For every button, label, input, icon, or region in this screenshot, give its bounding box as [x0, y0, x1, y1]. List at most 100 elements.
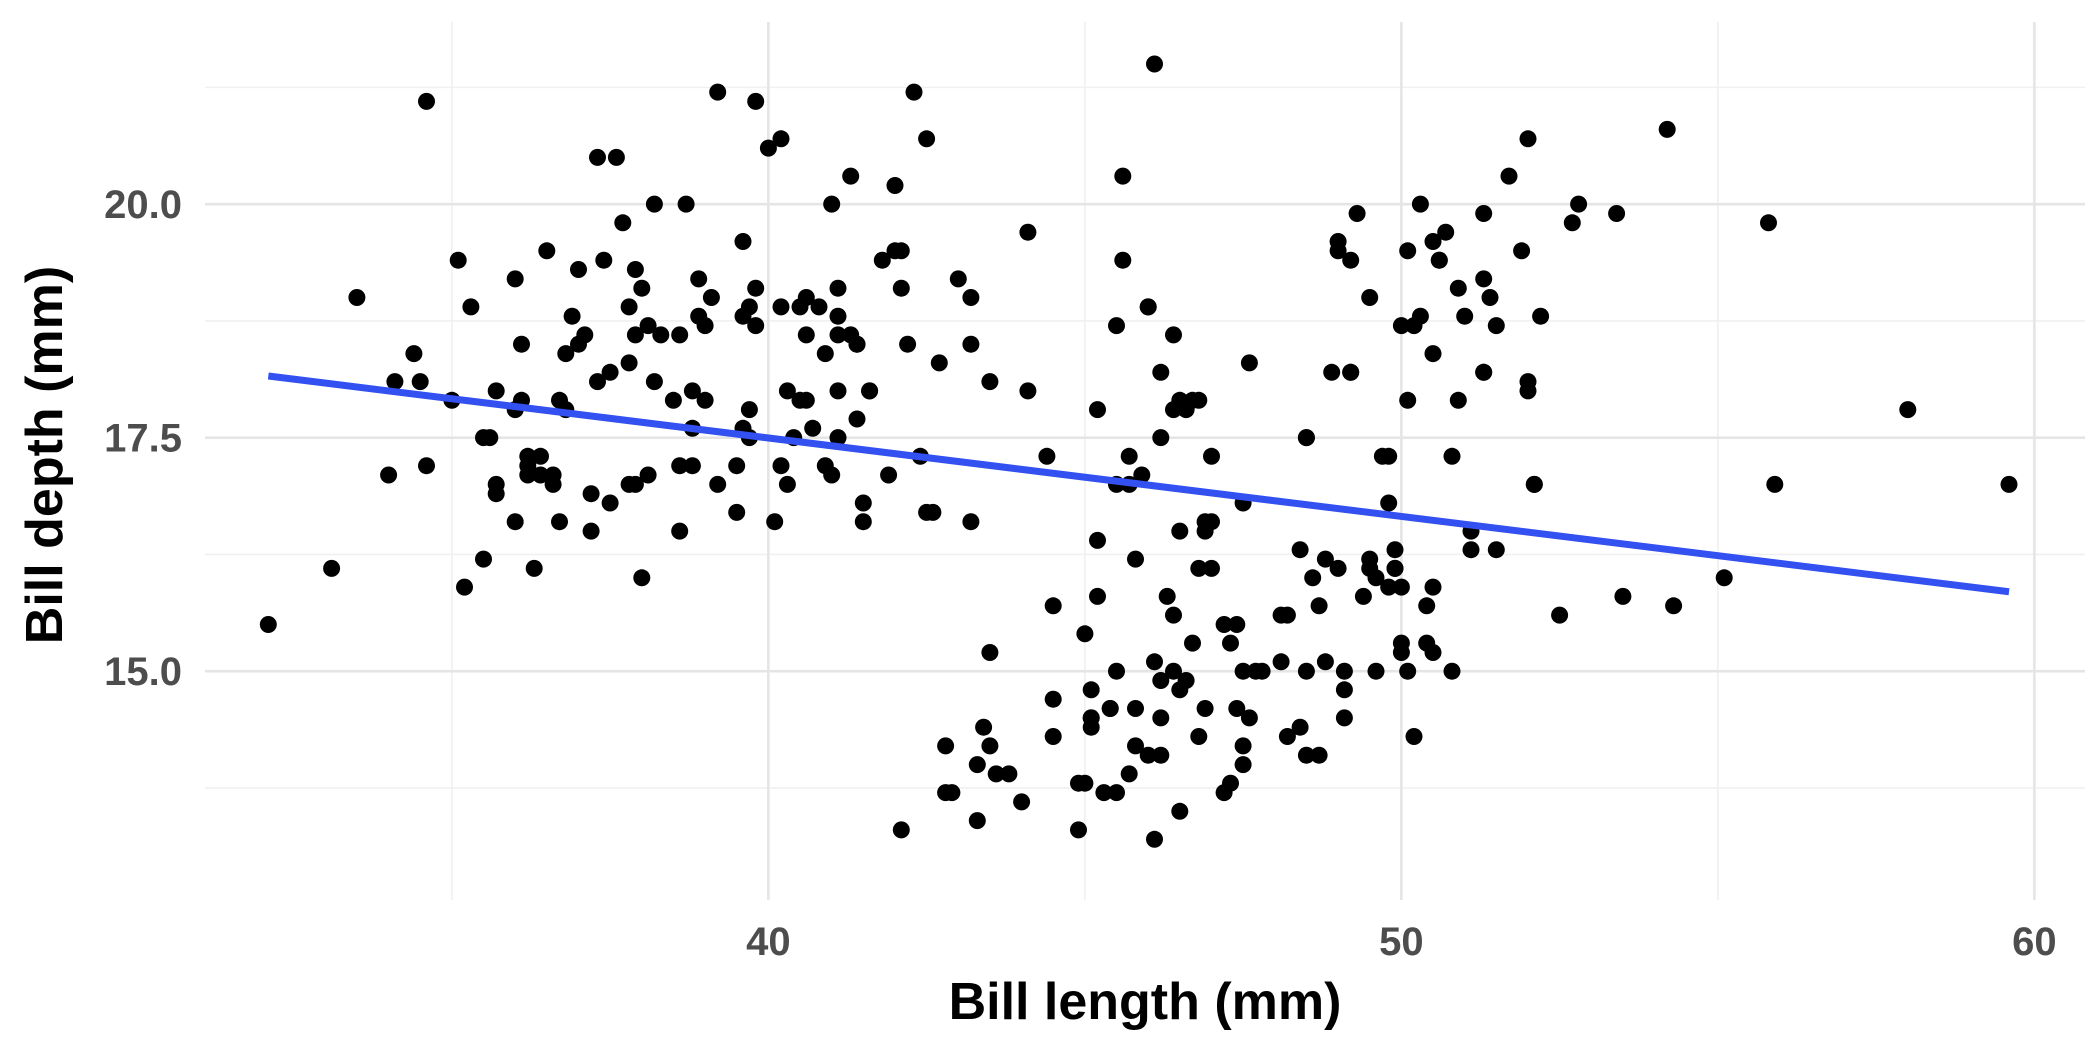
data-point: [1297, 746, 1315, 764]
data-point: [418, 92, 435, 110]
x-tick-label: 60: [2012, 920, 2057, 964]
data-point: [1165, 662, 1182, 680]
data-point: [1108, 317, 1125, 335]
data-point: [848, 335, 866, 353]
data-point: [1272, 653, 1290, 671]
data-point: [968, 812, 986, 830]
data-point: [323, 559, 341, 577]
data-point: [1089, 587, 1106, 605]
data-point: [772, 457, 790, 475]
data-point: [671, 326, 689, 344]
data-point: [1411, 307, 1429, 325]
data-point: [380, 466, 398, 484]
data-point: [1228, 616, 1246, 633]
data-point: [924, 503, 942, 521]
data-point: [1291, 718, 1309, 736]
data-point: [626, 261, 644, 278]
data-point: [1234, 662, 1252, 680]
data-point: [607, 148, 625, 166]
data-point: [740, 298, 758, 316]
y-tick-label: 20.0: [104, 183, 182, 227]
data-point: [1165, 401, 1182, 419]
data-point: [1361, 559, 1379, 577]
data-point: [1114, 251, 1132, 269]
data-point: [519, 447, 537, 465]
data-point: [1411, 195, 1429, 213]
data-point: [1146, 653, 1163, 671]
data-point: [601, 494, 619, 512]
data-point: [1532, 307, 1550, 325]
data-point: [595, 251, 613, 269]
data-point: [962, 289, 980, 306]
data-point: [1108, 662, 1125, 680]
data-point: [1329, 233, 1347, 250]
data-point: [709, 475, 727, 493]
data-point: [1367, 662, 1385, 680]
trend-line: [267, 372, 2010, 596]
data-point: [1120, 765, 1138, 783]
data-point: [1766, 475, 1784, 493]
data-point: [1430, 251, 1448, 269]
data-point: [1139, 298, 1157, 316]
data-point: [1070, 774, 1087, 792]
x-axis-title: Bill length (mm): [949, 973, 1342, 1031]
data-point: [1399, 662, 1417, 680]
data-point: [905, 83, 923, 101]
data-point: [1525, 475, 1543, 493]
data-point: [348, 289, 366, 306]
data-point: [930, 354, 948, 372]
data-point: [1082, 718, 1100, 736]
data-point: [1127, 550, 1144, 568]
data-point: [1443, 447, 1461, 465]
data-point: [1019, 382, 1037, 400]
data-point: [854, 494, 872, 512]
data-point: [943, 784, 961, 802]
data-point: [1044, 597, 1062, 615]
data-point: [829, 429, 847, 447]
data-point: [975, 718, 993, 736]
data-point: [1760, 214, 1777, 232]
data-point: [1380, 447, 1398, 465]
y-tick-label: 15.0: [104, 650, 182, 694]
data-point: [981, 373, 999, 391]
data-point: [1519, 382, 1537, 400]
data-point: [1399, 391, 1417, 409]
data-point: [1152, 709, 1170, 727]
data-point: [690, 307, 708, 325]
data-point: [1424, 233, 1442, 250]
data-point: [538, 242, 556, 260]
data-point: [1329, 559, 1347, 577]
data-point: [671, 457, 689, 475]
data-point: [1361, 289, 1379, 306]
data-point: [747, 279, 765, 297]
data-point: [1222, 774, 1239, 792]
data-point: [1392, 317, 1410, 335]
data-point: [506, 270, 524, 288]
data-point: [1247, 662, 1265, 680]
data-point: [1171, 522, 1189, 540]
data-point: [589, 373, 606, 391]
data-point: [816, 345, 834, 363]
data-point: [823, 195, 841, 213]
data-point: [797, 289, 815, 306]
data-point: [1386, 541, 1404, 559]
data-point: [1038, 447, 1056, 465]
data-point: [1152, 672, 1170, 689]
data-point: [1139, 746, 1157, 764]
data-point: [1278, 728, 1296, 745]
data-point: [778, 382, 796, 400]
data-point: [1563, 214, 1581, 232]
data-point: [1519, 130, 1537, 148]
data-point: [1658, 120, 1676, 138]
data-point: [1146, 55, 1163, 73]
data-point: [937, 737, 955, 755]
data-point: [1177, 401, 1195, 419]
data-point: [1392, 578, 1410, 596]
data-point: [1335, 662, 1353, 680]
data-point: [1462, 541, 1480, 559]
data-point: [1222, 634, 1239, 652]
data-point: [633, 569, 651, 587]
data-point: [1449, 279, 1467, 297]
data-point: [892, 279, 910, 297]
data-point: [1456, 307, 1474, 325]
